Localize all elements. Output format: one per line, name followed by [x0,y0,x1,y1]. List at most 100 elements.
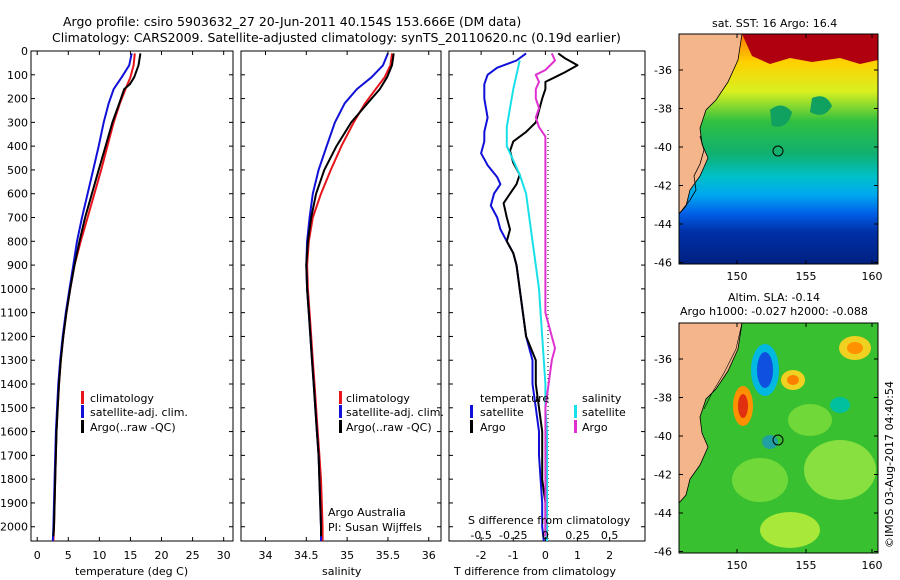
y-tick-label: 300 [7,116,28,129]
y-tick-label: 1300 [0,354,28,367]
sst-map-ticks: -36 -38 -40 -42 -44 -46 150 155 160 [654,34,883,283]
salinity-panel-frame [240,50,442,542]
x-tick-label-s: 0.5 [601,529,619,542]
x-tick-label: 34.5 [294,549,319,562]
legend-swatch-satellite [339,405,342,418]
legend-label-t-satellite: satellite [480,406,524,419]
x-tick-label: 0 [34,549,41,562]
header-line-1: Argo profile: csiro 5903632_27 20-Jun-20… [63,14,521,29]
depth-axis: 0 100 200 300 400 500 600 700 800 900 1000 1100 1200… [0,45,645,534]
legend-swatch-s-argo [574,420,577,433]
legend-label-t-argo: Argo [480,421,506,434]
legend-swatch-argo [81,420,84,433]
temperature-legend: climatology satellite-adj. clim. Argo(..… [81,391,188,434]
y-tick-label: 1400 [0,378,28,391]
series-line-argo-raw-qc- [52,53,142,537]
salinity-x-ticks: 34 34.5 35 35.5 36 [258,51,436,562]
map-x-tick-label: 160 [862,559,883,572]
map-x-tick-label: 155 [796,559,817,572]
map-y-tick-label: -44 [654,218,672,231]
legend-swatch-climatology [339,391,342,404]
sla-high-core [847,342,863,354]
legend-label-s-argo: Argo [582,421,608,434]
x-tick-label: -2 [476,549,487,562]
legend-label-climatology: climatology [90,392,154,405]
x-tick-label: -1 [508,549,519,562]
y-tick-label: 1200 [0,330,28,343]
y-tick-label: 500 [7,164,28,177]
y-tick-label: 1500 [0,402,28,415]
map-y-tick-label: -44 [654,507,672,520]
annotation-pi: PI: Susan Wijffels [328,521,422,534]
map-y-tick-label: -46 [654,546,672,559]
x-tick-label-s: 0 [542,529,549,542]
x-tick-label: 0 [542,549,549,562]
sla-isobath [703,323,743,410]
sst-map: sat. SST: 16 Argo: 16.4 -36-38-40-42-44-… [654,17,882,283]
y-tick-label: 1100 [0,307,28,320]
map-y-tick-label: -40 [654,141,672,154]
y-tick-label: 600 [7,188,28,201]
map-x-tick-label: 155 [796,270,817,283]
y-tick-label: 900 [7,259,28,272]
x-tick-label-s: -0.5 [470,529,491,542]
x-tick-label: 2 [606,549,613,562]
series-line-s-argo [534,52,556,537]
legend-label-argo: Argo(..raw -QC) [346,421,432,434]
sla-blob [804,440,876,500]
y-tick-label: 1800 [0,473,28,486]
salinity-legend: climatology satellite-adj. clim. Argo(..… [339,391,444,434]
y-tick-label: 100 [7,69,28,82]
x-tick-label: 20 [155,549,169,562]
sla-low-core [830,397,850,413]
annotation-argo-australia: Argo Australia [328,506,406,519]
y-tick-label: 1600 [0,426,28,439]
legend-swatch-s-satellite [574,405,577,418]
y-tick-label: 200 [7,93,28,106]
sla-map-title-2: Argo h1000: -0.027 h2000: -0.088 [680,305,868,318]
header-line-2: Climatology: CARS2009. Satellite-adjuste… [52,30,621,45]
series-line-t-argo [502,52,579,537]
difference-legend: temperature salinity satellite Argo sate… [470,392,626,434]
difference-t-xlabel: T difference from climatology [453,565,616,578]
map-y-tick-label: -38 [654,103,672,116]
legend-temperature-heading: temperature [480,392,549,405]
series-line-argo-raw-qc- [305,53,395,537]
sst-eddy-patches [770,96,832,127]
salinity-chart [305,53,395,541]
difference-s-xlabel: S difference from climatology [468,514,631,527]
sst-map-frame [678,33,879,265]
legend-label-climatology: climatology [346,392,410,405]
x-tick-label: 15 [123,549,137,562]
temperature-xlabel: temperature (deg C) [75,565,188,578]
imos-footer: ©IMOS 03-Aug-2017 04:40:54 [883,381,896,548]
x-tick-label: 10 [92,549,106,562]
map-y-tick-label: -38 [654,392,672,405]
legend-label-s-satellite: satellite [582,406,626,419]
x-tick-label: 35.5 [376,549,401,562]
sla-map-frame [678,322,879,554]
temperature-chart [51,53,142,542]
x-tick-label: 30 [217,549,231,562]
legend-label-satellite: satellite-adj. clim. [90,406,188,419]
map-x-tick-label: 150 [727,559,748,572]
sla-blob [788,404,832,436]
y-tick-label: 1700 [0,449,28,462]
sla-argo-location [772,434,784,446]
sla-blob [732,458,788,502]
y-tick-label: 0 [21,45,28,58]
sst-coastline [679,135,705,215]
sla-map-ticks: -36 -38 -40 -42 -44 -46 150 155 160 [654,323,883,572]
sla-map-title-1: Altim. SLA: -0.14 [728,291,820,304]
sla-low-core [757,352,773,388]
sst-warm-core [742,34,878,64]
legend-label-argo: Argo(..raw -QC) [90,421,176,434]
salinity-xlabel: salinity [322,565,362,578]
temperature-panel-frame [30,50,234,542]
x-tick-label: 25 [186,549,200,562]
map-x-tick-label: 150 [727,270,748,283]
legend-swatch-climatology [81,391,84,404]
x-tick-label: 36 [422,549,436,562]
map-y-tick-label: -42 [654,180,672,193]
